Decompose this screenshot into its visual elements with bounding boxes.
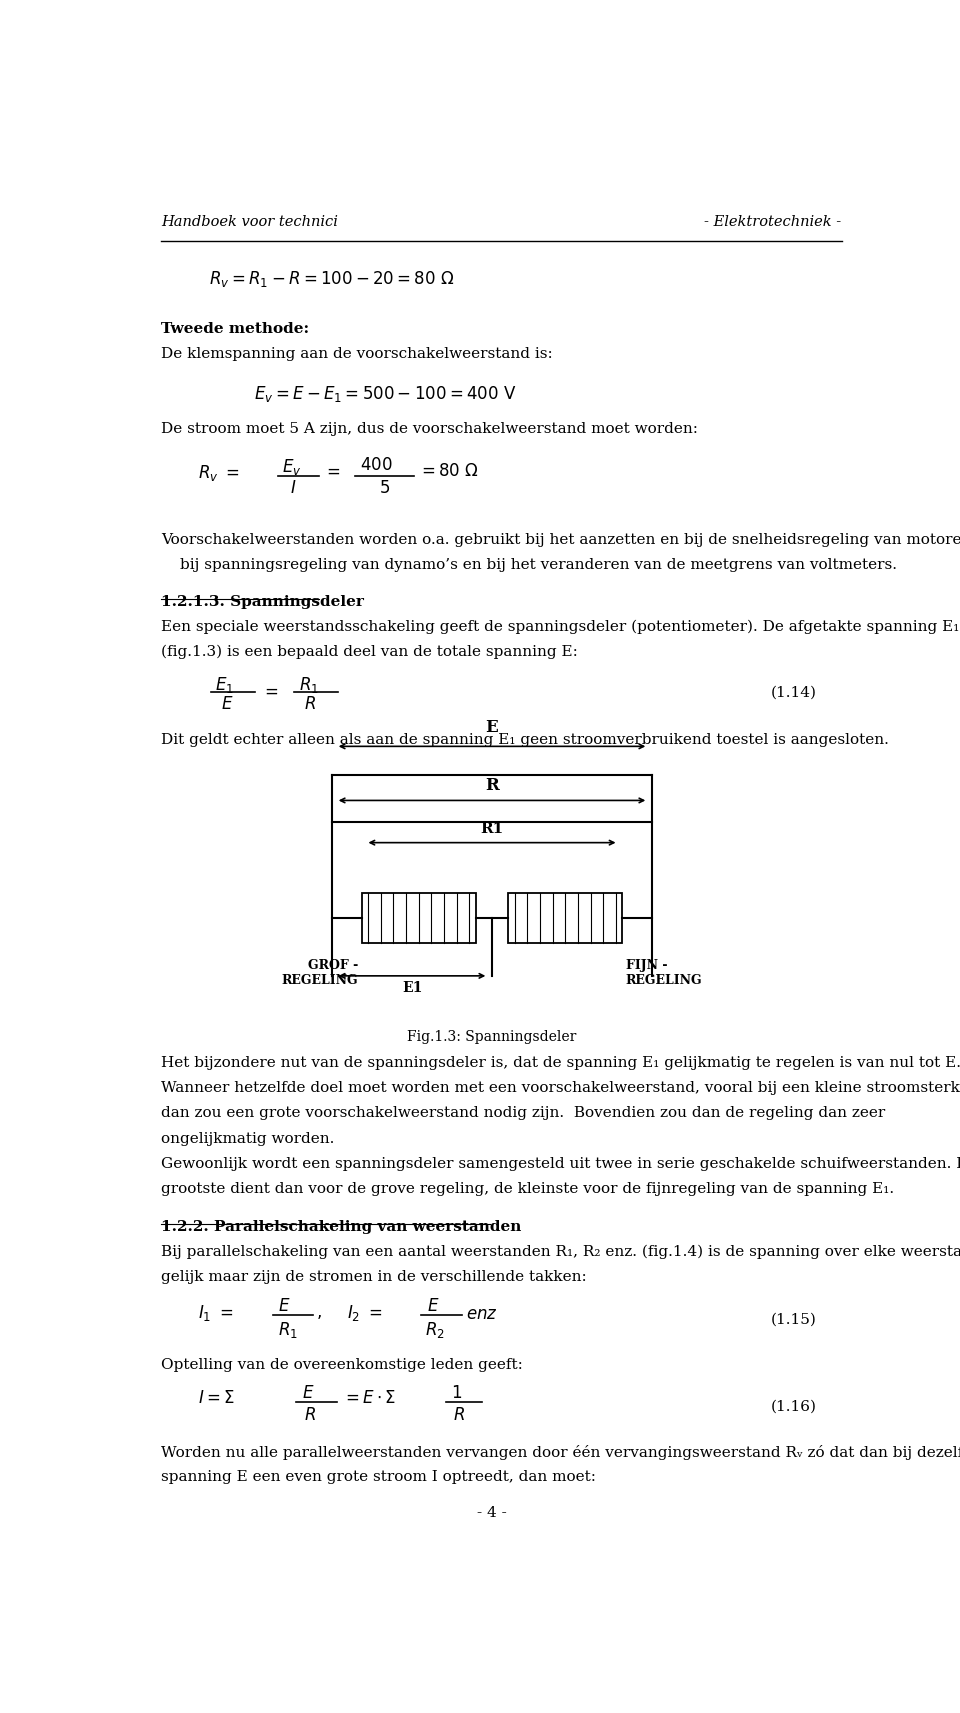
Text: $E_v = E - E_1 = 500 - 100 = 400\ \mathrm{V}$: $E_v = E - E_1 = 500 - 100 = 400\ \mathr… bbox=[253, 384, 516, 404]
Text: R: R bbox=[485, 776, 499, 793]
Text: (1.14): (1.14) bbox=[771, 685, 817, 699]
Text: $= 80\ \Omega$: $= 80\ \Omega$ bbox=[418, 463, 479, 480]
Text: $I = \Sigma$: $I = \Sigma$ bbox=[198, 1389, 235, 1406]
Text: GROF -
REGELING: GROF - REGELING bbox=[281, 959, 358, 987]
Bar bbox=[362, 892, 475, 942]
Text: ongelijkmatig worden.: ongelijkmatig worden. bbox=[161, 1132, 334, 1146]
Text: $R$: $R$ bbox=[303, 1406, 316, 1424]
Text: R1: R1 bbox=[480, 822, 504, 836]
Text: bij spanningsregeling van dynamo’s en bij het veranderen van de meetgrens van vo: bij spanningsregeling van dynamo’s en bi… bbox=[180, 558, 897, 572]
Text: Bij parallelschakeling van een aantal weerstanden R₁, R₂ enz. (fig.1.4) is de sp: Bij parallelschakeling van een aantal we… bbox=[161, 1245, 960, 1259]
Text: (1.16): (1.16) bbox=[771, 1400, 817, 1413]
Bar bbox=[509, 892, 622, 942]
Text: $1$: $1$ bbox=[451, 1384, 462, 1401]
Text: $E$: $E$ bbox=[301, 1384, 314, 1401]
Text: $,$: $,$ bbox=[317, 1304, 323, 1321]
Text: $I$: $I$ bbox=[290, 480, 296, 497]
Text: Tweede methode:: Tweede methode: bbox=[161, 322, 309, 336]
Text: Fig.1.3: Spanningsdeler: Fig.1.3: Spanningsdeler bbox=[407, 1030, 577, 1043]
Text: $R_2$: $R_2$ bbox=[425, 1321, 444, 1340]
Text: Een speciale weerstandsschakeling geeft de spanningsdeler (potentiometer). De af: Een speciale weerstandsschakeling geeft … bbox=[161, 620, 959, 634]
Text: Wanneer hetzelfde doel moet worden met een voorschakelweerstand, vooral bij een : Wanneer hetzelfde doel moet worden met e… bbox=[161, 1081, 960, 1095]
Text: De stroom moet 5 A zijn, dus de voorschakelweerstand moet worden:: De stroom moet 5 A zijn, dus de voorscha… bbox=[161, 421, 698, 435]
Text: Gewoonlijk wordt een spanningsdeler samengesteld uit twee in serie geschakelde s: Gewoonlijk wordt een spanningsdeler same… bbox=[161, 1156, 960, 1170]
Text: $E$: $E$ bbox=[426, 1298, 439, 1314]
Text: $R_v\ =$: $R_v\ =$ bbox=[198, 463, 240, 483]
Text: 1.2.1.3. Spanningsdeler: 1.2.1.3. Spanningsdeler bbox=[161, 594, 364, 608]
Text: gelijk maar zijn de stromen in de verschillende takken:: gelijk maar zijn de stromen in de versch… bbox=[161, 1269, 587, 1285]
Text: Voorschakelweerstanden worden o.a. gebruikt bij het aanzetten en bij de snelheid: Voorschakelweerstanden worden o.a. gebru… bbox=[161, 533, 960, 546]
Text: E: E bbox=[486, 719, 498, 737]
Text: $E_1$: $E_1$ bbox=[215, 675, 234, 695]
Text: Het bijzondere nut van de spanningsdeler is, dat de spanning E₁ gelijkmatig te r: Het bijzondere nut van de spanningsdeler… bbox=[161, 1057, 960, 1071]
Text: Optelling van de overeenkomstige leden geeft:: Optelling van de overeenkomstige leden g… bbox=[161, 1358, 523, 1372]
Text: grootste dient dan voor de grove regeling, de kleinste voor de fijnregeling van : grootste dient dan voor de grove regelin… bbox=[161, 1182, 894, 1196]
Text: $E$: $E$ bbox=[278, 1298, 291, 1314]
Text: $E$: $E$ bbox=[221, 695, 233, 713]
Text: $400$: $400$ bbox=[360, 457, 393, 475]
Text: $R_v = R_1 - R = 100 - 20 = 80\ \Omega$: $R_v = R_1 - R = 100 - 20 = 80\ \Omega$ bbox=[209, 269, 455, 289]
Text: dan zou een grote voorschakelweerstand nodig zijn.  Bovendien zou dan de regelin: dan zou een grote voorschakelweerstand n… bbox=[161, 1107, 885, 1120]
Text: spanning E een even grote stroom I optreedt, dan moet:: spanning E een even grote stroom I optre… bbox=[161, 1470, 596, 1485]
Text: (fig.1.3) is een bepaald deel van de totale spanning E:: (fig.1.3) is een bepaald deel van de tot… bbox=[161, 644, 578, 660]
Text: $=$: $=$ bbox=[324, 463, 341, 480]
Text: - 4 -: - 4 - bbox=[477, 1506, 507, 1519]
Text: (1.15): (1.15) bbox=[771, 1312, 817, 1326]
Text: $R$: $R$ bbox=[452, 1406, 465, 1424]
Text: FIJN -
REGELING: FIJN - REGELING bbox=[626, 959, 703, 987]
Text: 1.2.2. Parallelschakeling van weerstanden: 1.2.2. Parallelschakeling van weerstande… bbox=[161, 1220, 521, 1233]
Text: Dit geldt echter alleen als aan de spanning E₁ geen stroomverbruikend toestel is: Dit geldt echter alleen als aan de spann… bbox=[161, 733, 889, 747]
Text: $R_1$: $R_1$ bbox=[299, 675, 319, 695]
Text: $= E \cdot \Sigma$: $= E \cdot \Sigma$ bbox=[342, 1389, 396, 1406]
Text: $R$: $R$ bbox=[303, 695, 316, 713]
Text: $E_v$: $E_v$ bbox=[282, 457, 301, 478]
Text: Handboek voor technici: Handboek voor technici bbox=[161, 214, 338, 230]
Text: Worden nu alle parallelweerstanden vervangen door één vervangingsweerstand Rᵥ zó: Worden nu alle parallelweerstanden verva… bbox=[161, 1446, 960, 1461]
Text: $=$: $=$ bbox=[261, 683, 278, 701]
Text: De klemspanning aan de voorschakelweerstand is:: De klemspanning aan de voorschakelweerst… bbox=[161, 346, 553, 361]
Text: $5$: $5$ bbox=[379, 480, 390, 497]
Text: $enz$: $enz$ bbox=[466, 1305, 497, 1322]
Text: - Elektrotechniek -: - Elektrotechniek - bbox=[705, 214, 842, 230]
Text: $I_1\ =$: $I_1\ =$ bbox=[198, 1304, 233, 1322]
Text: $R_1$: $R_1$ bbox=[278, 1321, 299, 1340]
Text: E1: E1 bbox=[402, 982, 422, 995]
Text: $I_2\ =$: $I_2\ =$ bbox=[347, 1304, 382, 1322]
